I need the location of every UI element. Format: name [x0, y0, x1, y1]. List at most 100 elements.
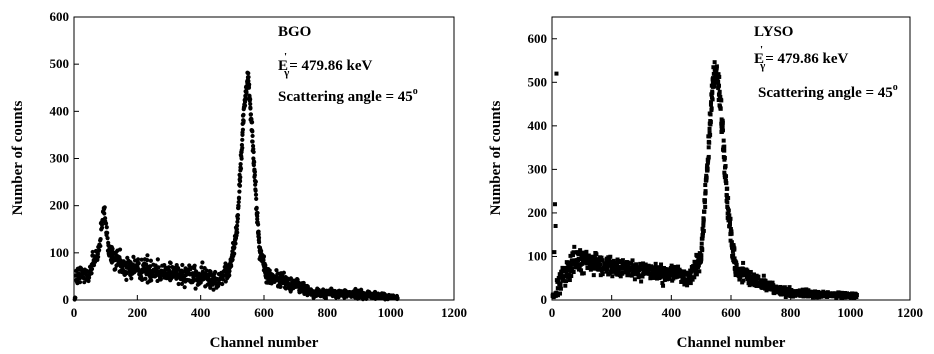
- lyso-data-point: [559, 273, 564, 278]
- lyso-data-point: [675, 268, 680, 273]
- lyso-data-point: [604, 269, 609, 274]
- lyso-data-point: [615, 262, 620, 267]
- bgo-data-point: [296, 280, 302, 285]
- bgo-y-tick-label: 100: [50, 245, 70, 260]
- lyso-data-point: [760, 285, 765, 290]
- lyso-data-point: [712, 60, 717, 65]
- bgo-data-point: [250, 139, 255, 144]
- bgo-data-point: [145, 258, 150, 263]
- lyso-data-point: [745, 268, 750, 273]
- bgo-data-point: [248, 97, 253, 102]
- lyso-data-point: [718, 94, 723, 99]
- bgo-data-point: [252, 159, 257, 165]
- lyso-data-point: [709, 100, 714, 105]
- bgo-energy-label: E' γ= 479.86 keV: [278, 51, 373, 79]
- lyso-data-point: [724, 193, 729, 198]
- lyso-data-point: [656, 265, 661, 270]
- bgo-data-point: [236, 203, 241, 209]
- bgo-data-point: [124, 277, 129, 283]
- lyso-data-point: [722, 155, 727, 160]
- bgo-data-point: [252, 169, 257, 174]
- lyso-data-point: [554, 71, 559, 76]
- lyso-data-point: [586, 253, 591, 258]
- lyso-data-point: [728, 227, 733, 232]
- lyso-data-point: [720, 120, 725, 125]
- lyso-data-point: [659, 262, 664, 267]
- bgo-data-point: [274, 268, 279, 273]
- bgo-data-point: [179, 281, 185, 286]
- lyso-data-point: [793, 293, 798, 298]
- lyso-data-point: [589, 261, 594, 266]
- lyso-data-point: [726, 196, 731, 200]
- bgo-data-point: [241, 118, 246, 123]
- lyso-data-point: [725, 200, 730, 205]
- lyso-data-point: [661, 283, 666, 288]
- lyso-data-point: [569, 274, 574, 279]
- bgo-data-point: [220, 281, 225, 287]
- bgo-data-point: [253, 192, 259, 197]
- lyso-data-point: [729, 231, 734, 236]
- bgo-data-point: [267, 268, 272, 273]
- lyso-data-point: [700, 226, 705, 231]
- lyso-y-tick-label: 300: [528, 161, 548, 176]
- bgo-data-point: [102, 211, 107, 216]
- lyso-data-point: [717, 74, 722, 79]
- lyso-x-tick-label: 400: [662, 305, 682, 320]
- lyso-data-point: [573, 265, 578, 270]
- lyso-data-point: [722, 170, 727, 175]
- lyso-data-point: [802, 294, 807, 299]
- lyso-data-point: [725, 186, 730, 191]
- lyso-data-point: [571, 250, 576, 255]
- bgo-data-point: [235, 216, 240, 221]
- bgo-data-point: [248, 106, 253, 111]
- bgo-data-point: [131, 254, 136, 259]
- lyso-data-point: [706, 145, 711, 150]
- lyso-data-point: [788, 294, 793, 299]
- lyso-data-point: [610, 274, 615, 279]
- lyso-data-point: [560, 265, 565, 270]
- lyso-data-point: [614, 266, 619, 271]
- lyso-data-point: [724, 174, 729, 179]
- bgo-data-point: [236, 195, 242, 200]
- lyso-data-point: [708, 122, 713, 127]
- lyso-data-point: [708, 102, 713, 107]
- bgo-data-point: [104, 225, 109, 230]
- lyso-data-point: [729, 240, 734, 245]
- lyso-data-point: [607, 263, 612, 268]
- bgo-y-tick-label: 300: [50, 151, 70, 166]
- lyso-data-point: [565, 265, 570, 270]
- bgo-data-point: [148, 258, 153, 263]
- bgo-data-point: [228, 262, 234, 268]
- bgo-y-tick-label: 200: [50, 198, 70, 213]
- lyso-data-point: [620, 258, 625, 263]
- lyso-data-point: [563, 283, 568, 288]
- bgo-data-point: [145, 253, 150, 258]
- lyso-data-point: [599, 255, 604, 260]
- bgo-data-point: [149, 278, 154, 283]
- lyso-data-point: [558, 291, 563, 296]
- bgo-data-point: [239, 156, 244, 161]
- bgo-data-point: [168, 260, 173, 266]
- lyso-data-point: [685, 283, 690, 288]
- lyso-data-point: [732, 247, 737, 252]
- bgo-data-point: [243, 96, 249, 102]
- lyso-x-tick-label: 200: [602, 305, 622, 320]
- lyso-data-point: [662, 277, 667, 282]
- lyso-data-point: [611, 258, 616, 263]
- lyso-data-point: [587, 260, 592, 265]
- lyso-data-point: [717, 89, 722, 94]
- lyso-data-point: [620, 271, 625, 276]
- bgo-data-point: [199, 265, 204, 270]
- bgo-data-point: [98, 243, 103, 249]
- lyso-data-point: [783, 295, 788, 300]
- lyso-x-tick-label: 600: [721, 305, 741, 320]
- lyso-data-point: [751, 278, 756, 283]
- lyso-data-point: [669, 263, 674, 268]
- lyso-data-point: [710, 89, 715, 94]
- lyso-data-point: [574, 262, 579, 267]
- lyso-x-tick-label: 1000: [837, 305, 863, 320]
- bgo-data-point: [256, 240, 262, 245]
- lyso-data-point: [700, 236, 705, 241]
- lyso-data-point: [741, 278, 746, 283]
- lyso-data-point: [758, 278, 763, 283]
